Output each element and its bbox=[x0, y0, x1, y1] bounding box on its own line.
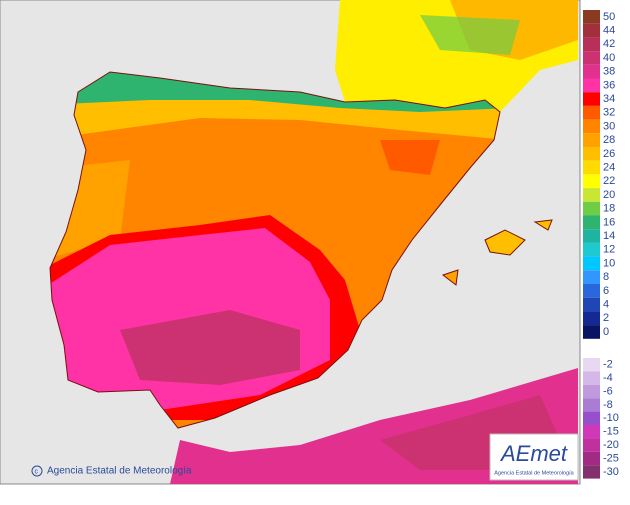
coastline bbox=[49, 71, 501, 429]
logo-mark: AEmet bbox=[499, 441, 568, 466]
legend-swatch bbox=[583, 256, 600, 271]
legend-label: 38 bbox=[603, 66, 615, 78]
ibiza bbox=[441, 269, 459, 286]
legend-swatch bbox=[583, 284, 600, 298]
legend-swatch bbox=[583, 188, 600, 202]
legend-swatch bbox=[583, 398, 600, 412]
legend-swatch bbox=[583, 92, 600, 106]
legend-swatch bbox=[583, 297, 600, 312]
menorca bbox=[533, 219, 553, 231]
legend-swatch bbox=[583, 160, 600, 175]
legend-swatch bbox=[583, 358, 600, 372]
legend-swatch bbox=[583, 64, 600, 79]
legend-label: -20 bbox=[603, 439, 619, 451]
legend-label: -25 bbox=[603, 452, 619, 464]
legend-swatch bbox=[583, 119, 600, 134]
legend-label: 50 bbox=[603, 11, 615, 23]
legend-swatch bbox=[583, 51, 600, 65]
legend-label: 22 bbox=[603, 175, 615, 187]
legend-label: -4 bbox=[603, 372, 613, 384]
legend-swatch bbox=[583, 311, 600, 326]
legend-swatch bbox=[583, 37, 600, 52]
legend-label: 24 bbox=[603, 161, 615, 173]
logo-box bbox=[489, 433, 579, 481]
legend-label: 42 bbox=[603, 38, 615, 50]
legend-label: 14 bbox=[603, 230, 615, 242]
legend-label: -30 bbox=[603, 466, 619, 478]
france-cool bbox=[420, 15, 520, 55]
legend-swatch bbox=[583, 465, 600, 479]
legend-label: 8 bbox=[603, 271, 609, 283]
legend-label: 10 bbox=[603, 257, 615, 269]
guadalquivir bbox=[120, 310, 300, 385]
legend-label: -6 bbox=[603, 385, 613, 397]
legend-label: -15 bbox=[603, 426, 619, 438]
legend-label: 16 bbox=[603, 216, 615, 228]
copyright-sign: c bbox=[35, 468, 39, 475]
legend-swatch bbox=[583, 438, 600, 452]
legend-swatch bbox=[583, 105, 600, 120]
legend-label: 34 bbox=[603, 93, 615, 105]
legend-label: -8 bbox=[603, 399, 613, 411]
legend-swatch bbox=[583, 23, 600, 38]
legend-label: 6 bbox=[603, 285, 609, 297]
legend: 5044424038363432302826242220181614121086… bbox=[583, 10, 619, 479]
legend-label: 30 bbox=[603, 120, 615, 132]
legend-label: 36 bbox=[603, 79, 615, 91]
legend-label: 4 bbox=[603, 298, 609, 310]
legend-label: 44 bbox=[603, 24, 615, 36]
legend-label: 0 bbox=[603, 326, 609, 338]
legend-label: 20 bbox=[603, 189, 615, 201]
legend-label: 32 bbox=[603, 107, 615, 119]
mallorca bbox=[484, 229, 526, 256]
legend-swatch bbox=[583, 371, 600, 385]
legend-swatch bbox=[583, 215, 600, 230]
legend-swatch bbox=[583, 325, 600, 339]
legend-label: -10 bbox=[603, 412, 619, 424]
legend-label: 40 bbox=[603, 52, 615, 64]
credit: Agencia Estatal de Meteorología bbox=[47, 466, 192, 477]
legend-label: 2 bbox=[603, 312, 609, 324]
legend-label: 18 bbox=[603, 203, 615, 215]
legend-swatch bbox=[583, 78, 600, 93]
logo-caption: Agencia Estatal de Meteorología bbox=[494, 470, 574, 476]
legend-swatch bbox=[583, 270, 600, 284]
ebro bbox=[380, 140, 440, 175]
legend-swatch bbox=[583, 411, 600, 425]
legend-swatch bbox=[583, 229, 600, 243]
legend-swatch bbox=[583, 201, 600, 216]
legend-label: 26 bbox=[603, 148, 615, 160]
legend-label: 28 bbox=[603, 134, 615, 146]
legend-swatch bbox=[583, 174, 600, 189]
legend-swatch bbox=[583, 10, 600, 24]
legend-swatch bbox=[583, 242, 600, 257]
legend-swatch bbox=[583, 384, 600, 399]
legend-swatch bbox=[583, 425, 600, 439]
legend-swatch bbox=[583, 133, 600, 147]
legend-label: 12 bbox=[603, 244, 615, 256]
legend-label: -2 bbox=[603, 359, 613, 371]
legend-swatch bbox=[583, 147, 600, 161]
copyright-icon bbox=[31, 465, 43, 477]
legend-swatch bbox=[583, 451, 600, 466]
